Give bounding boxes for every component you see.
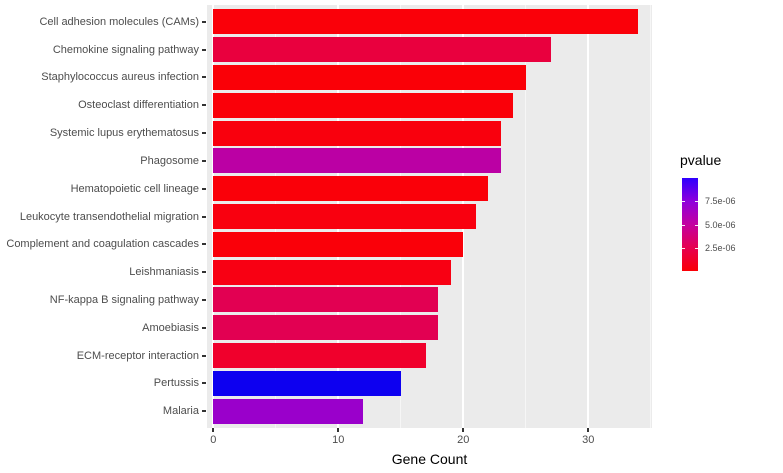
y-axis-label: Staphylococcus aureus infection [41, 71, 199, 84]
y-axis-label: Leishmaniasis [129, 266, 199, 279]
legend-colorbar-tick [695, 224, 698, 226]
legend-colorbar-tick [682, 247, 685, 249]
legend-tick-label: 2.5e-06 [705, 242, 736, 253]
y-axis-tick [202, 243, 206, 246]
legend-tick-label: 5.0e-06 [705, 219, 736, 230]
x-axis-tick [212, 428, 215, 432]
x-axis-tick [587, 428, 590, 432]
y-axis-label: Osteoclast differentiation [78, 99, 199, 112]
y-axis-tick [202, 382, 206, 385]
y-axis-tick [202, 410, 206, 413]
bar [213, 259, 451, 285]
x-axis-tick [462, 428, 465, 432]
bar [213, 64, 526, 90]
bar [213, 176, 489, 202]
minor-gridline [525, 5, 527, 428]
x-axis-label: 20 [457, 434, 470, 446]
y-axis-label: Amoebiasis [142, 321, 199, 334]
y-axis-label: Cell adhesion molecules (CAMs) [39, 15, 199, 28]
legend-colorbar-tick [682, 201, 685, 203]
y-axis-tick [202, 20, 206, 23]
y-axis-label: NF-kappa B signaling pathway [49, 293, 199, 306]
legend: pvalue 7.5e-06 5.0e-06 2.5e-06 [652, 150, 783, 300]
y-axis-tick [202, 132, 206, 134]
x-axis-label: 30 [582, 434, 595, 446]
bar [213, 370, 401, 396]
bar [213, 92, 514, 118]
y-axis-label: Phagosome [140, 154, 199, 167]
y-axis-tick [202, 104, 206, 107]
y-axis-label: ECM-receptor interaction [76, 349, 199, 362]
legend-colorbar [682, 178, 698, 271]
y-axis-label: Malaria [162, 405, 199, 418]
y-axis-tick [202, 187, 206, 190]
y-axis-tick [202, 326, 206, 329]
major-gridline [587, 5, 590, 428]
bar [213, 231, 464, 257]
y-axis-label: Leukocyte transendothelial migration [19, 210, 199, 223]
y-axis-tick [202, 271, 206, 274]
legend-title: pvalue [680, 152, 722, 168]
x-axis-tick [337, 428, 340, 432]
bar [213, 343, 426, 369]
bar [213, 315, 439, 341]
legend-tick-label: 7.5e-06 [705, 196, 736, 207]
minor-gridline [650, 5, 652, 428]
bar [213, 120, 501, 146]
y-axis-tick [202, 354, 206, 357]
bar [213, 204, 476, 229]
y-axis-tick [202, 298, 206, 301]
bar [213, 398, 364, 424]
plot-panel [207, 5, 652, 428]
x-axis-title: Gene Count [391, 451, 468, 467]
y-axis-label: Chemokine signaling pathway [52, 43, 199, 56]
y-axis-label: Pertussis [153, 377, 199, 390]
y-axis-tick [202, 215, 206, 218]
bar [213, 287, 439, 313]
x-axis-label: 0 [210, 434, 217, 446]
y-axis-label: Systemic lupus erythematosus [49, 127, 199, 139]
bar [213, 9, 639, 35]
legend-colorbar-tick [695, 201, 698, 203]
y-axis-tick [202, 76, 206, 79]
bar [213, 148, 501, 174]
legend-colorbar-tick [682, 224, 685, 226]
y-axis-tick [202, 159, 206, 162]
legend-colorbar-tick [695, 247, 698, 249]
y-axis-tick [202, 48, 206, 51]
bar [213, 37, 551, 63]
y-axis-label: Complement and coagulation cascades [6, 238, 199, 251]
x-axis-label: 10 [332, 434, 345, 446]
y-axis-label: Hematopoietic cell lineage [70, 182, 199, 195]
